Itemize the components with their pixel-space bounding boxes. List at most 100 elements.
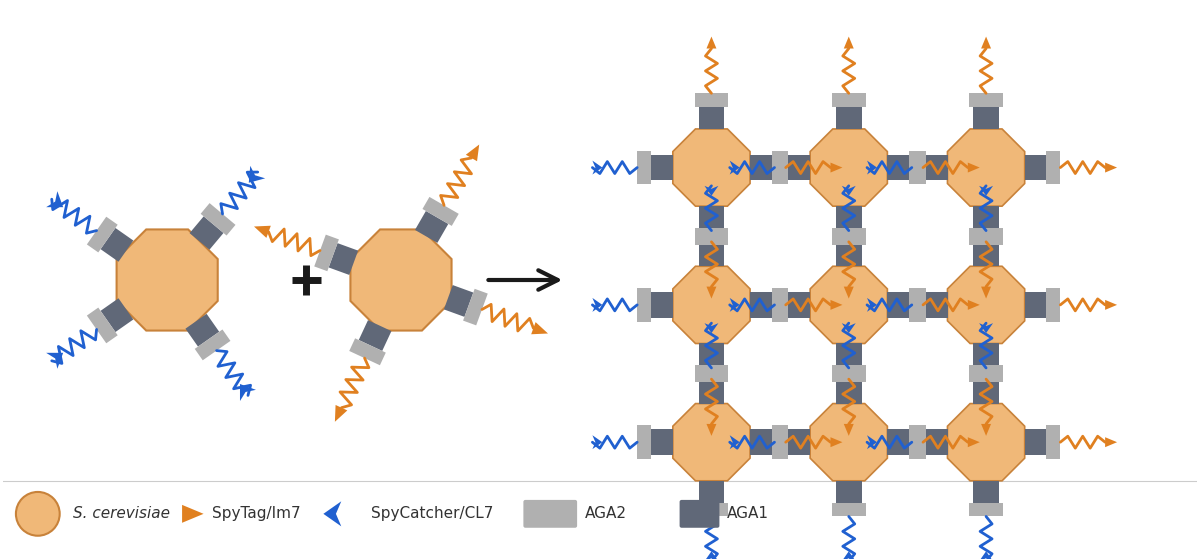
Polygon shape xyxy=(844,36,853,49)
Polygon shape xyxy=(186,314,220,347)
Polygon shape xyxy=(772,151,786,184)
Polygon shape xyxy=(810,129,887,206)
Polygon shape xyxy=(836,382,862,404)
Polygon shape xyxy=(707,36,716,49)
Polygon shape xyxy=(750,292,772,318)
Polygon shape xyxy=(948,404,1025,481)
Polygon shape xyxy=(1025,155,1046,180)
Polygon shape xyxy=(695,94,728,107)
Polygon shape xyxy=(774,151,788,184)
Polygon shape xyxy=(750,430,772,455)
Polygon shape xyxy=(788,430,810,455)
Polygon shape xyxy=(948,266,1025,343)
Polygon shape xyxy=(415,211,449,243)
Polygon shape xyxy=(314,235,338,271)
Polygon shape xyxy=(836,480,862,502)
Polygon shape xyxy=(704,186,719,196)
Polygon shape xyxy=(707,287,716,298)
Polygon shape xyxy=(593,298,602,312)
Polygon shape xyxy=(772,425,786,459)
Polygon shape xyxy=(350,230,451,330)
Polygon shape xyxy=(1105,300,1117,310)
Polygon shape xyxy=(841,323,856,333)
Polygon shape xyxy=(1025,430,1046,455)
Polygon shape xyxy=(1046,151,1061,184)
Polygon shape xyxy=(774,288,788,322)
Polygon shape xyxy=(836,245,862,267)
Polygon shape xyxy=(979,551,994,560)
Polygon shape xyxy=(973,245,1000,267)
Polygon shape xyxy=(101,228,133,262)
Polygon shape xyxy=(750,155,772,180)
Polygon shape xyxy=(844,287,853,298)
Polygon shape xyxy=(830,162,842,172)
Polygon shape xyxy=(637,425,652,459)
Polygon shape xyxy=(673,404,750,481)
Polygon shape xyxy=(698,382,725,404)
Polygon shape xyxy=(973,382,1000,404)
Polygon shape xyxy=(912,288,925,322)
Polygon shape xyxy=(970,231,1003,245)
Polygon shape xyxy=(698,107,725,129)
Polygon shape xyxy=(887,292,910,318)
Polygon shape xyxy=(86,307,118,343)
Polygon shape xyxy=(832,368,865,382)
Polygon shape xyxy=(968,162,979,172)
Polygon shape xyxy=(788,155,810,180)
Polygon shape xyxy=(970,365,1003,379)
Polygon shape xyxy=(673,129,750,206)
Polygon shape xyxy=(254,226,271,238)
Polygon shape xyxy=(844,424,853,436)
Polygon shape xyxy=(698,206,725,228)
Polygon shape xyxy=(887,430,910,455)
Polygon shape xyxy=(1046,288,1061,322)
Polygon shape xyxy=(695,231,728,245)
Polygon shape xyxy=(652,155,673,180)
Text: SpyCatcher/CL7: SpyCatcher/CL7 xyxy=(371,506,493,521)
Polygon shape xyxy=(973,107,1000,129)
Polygon shape xyxy=(970,94,1003,107)
Polygon shape xyxy=(200,203,235,236)
Polygon shape xyxy=(832,94,865,107)
Polygon shape xyxy=(1025,292,1046,318)
Polygon shape xyxy=(910,151,923,184)
Polygon shape xyxy=(730,298,739,312)
Polygon shape xyxy=(979,186,994,196)
Polygon shape xyxy=(868,298,877,312)
Polygon shape xyxy=(772,288,786,322)
Polygon shape xyxy=(810,266,887,343)
Polygon shape xyxy=(836,107,862,129)
Polygon shape xyxy=(593,161,602,175)
Polygon shape xyxy=(101,298,133,332)
Polygon shape xyxy=(979,323,994,333)
Polygon shape xyxy=(836,206,862,228)
Text: AGA2: AGA2 xyxy=(586,506,628,521)
Polygon shape xyxy=(698,343,725,365)
Polygon shape xyxy=(841,551,856,560)
Polygon shape xyxy=(422,197,458,226)
Polygon shape xyxy=(970,502,1003,516)
Polygon shape xyxy=(970,228,1003,242)
Polygon shape xyxy=(695,228,728,242)
Polygon shape xyxy=(910,288,923,322)
Polygon shape xyxy=(830,300,842,310)
Polygon shape xyxy=(912,151,925,184)
Polygon shape xyxy=(444,285,473,317)
Polygon shape xyxy=(841,186,856,196)
Text: AGA1: AGA1 xyxy=(727,506,769,521)
Polygon shape xyxy=(673,266,750,343)
FancyBboxPatch shape xyxy=(523,500,577,528)
Polygon shape xyxy=(704,551,719,560)
Polygon shape xyxy=(925,292,948,318)
Text: S. cerevisiae: S. cerevisiae xyxy=(73,506,169,521)
Polygon shape xyxy=(836,343,862,365)
Polygon shape xyxy=(695,365,728,379)
Polygon shape xyxy=(774,425,788,459)
Polygon shape xyxy=(698,245,725,267)
Polygon shape xyxy=(86,217,118,253)
Polygon shape xyxy=(832,502,865,516)
Polygon shape xyxy=(323,501,341,526)
Polygon shape xyxy=(832,231,865,245)
Polygon shape xyxy=(652,430,673,455)
Polygon shape xyxy=(912,425,925,459)
